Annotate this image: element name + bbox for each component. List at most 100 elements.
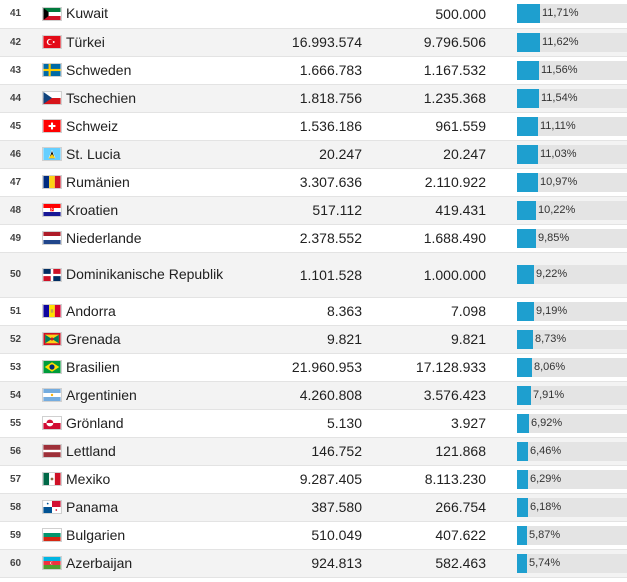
share-percent-label: 11,11%	[540, 119, 576, 132]
rank-cell: 55	[0, 409, 44, 438]
netherlands-flag-icon	[42, 231, 62, 245]
share-percent-label: 11,54%	[541, 91, 578, 104]
share-bar-track: 11,03%	[517, 144, 627, 164]
share-bar-cell: 11,11%	[486, 112, 627, 141]
rank-cell: 54	[0, 381, 44, 410]
country-cell: Brasilien	[42, 353, 248, 382]
share-percent-label: 8,73%	[535, 332, 567, 345]
share-bar-cell: 11,03%	[486, 140, 627, 169]
country-cell: Grönland	[42, 409, 248, 438]
share-bar-track: 11,11%	[517, 116, 627, 136]
second-value-cell: 17.128.933	[362, 353, 486, 382]
country-cell: Schweden	[42, 56, 248, 85]
country-name: Grenada	[66, 330, 121, 347]
share-bar-cell: 5,87%	[486, 521, 627, 550]
second-value-cell: 7.098	[362, 297, 486, 326]
country-name: Kuwait	[66, 5, 109, 22]
country-cell: Tschechien	[42, 84, 248, 113]
rank-cell: 52	[0, 325, 44, 354]
rank-cell: 59	[0, 521, 44, 550]
country-cell: Niederlande	[42, 224, 248, 253]
share-bar-fill	[517, 553, 527, 573]
share-bar-track: 11,71%	[517, 4, 627, 24]
share-bar-cell: 6,29%	[486, 465, 627, 494]
table-row: 60 Azerbaijan 924.813 582.463 5,74%	[0, 549, 627, 578]
country-cell: Argentinien	[42, 381, 248, 410]
second-value-cell: 3.576.423	[362, 381, 486, 410]
share-percent-label: 11,62%	[542, 35, 579, 48]
rank-cell: 42	[0, 28, 44, 57]
share-bar-fill	[517, 301, 534, 321]
dominican-republic-flag-icon	[42, 267, 62, 282]
table-row: 59 Bulgarien 510.049 407.622 5,87%	[0, 521, 627, 550]
share-bar-fill	[517, 32, 540, 52]
second-value-cell: 1.688.490	[362, 224, 486, 253]
share-bar-fill	[517, 200, 536, 220]
second-value-cell: 20.247	[362, 140, 486, 169]
croatia-flag-icon	[42, 203, 62, 217]
first-value-cell: 3.307.636	[248, 168, 362, 197]
greenland-flag-icon	[42, 416, 62, 430]
country-cell: Kroatien	[42, 196, 248, 225]
country-name: Tschechien	[66, 89, 137, 106]
country-name: Türkei	[66, 33, 105, 50]
country-name: Rumänien	[66, 173, 130, 190]
first-value-cell: 1.536.186	[248, 112, 362, 141]
azerbaijan-flag-icon	[42, 556, 62, 570]
share-bar-fill	[517, 265, 534, 284]
country-cell: Dominikanische Republik	[42, 252, 248, 298]
first-value-cell: 510.049	[248, 521, 362, 550]
first-value-cell: 387.580	[248, 493, 362, 522]
grenada-flag-icon	[42, 332, 62, 346]
table-row: 44 Tschechien 1.818.756 1.235.368 11,54%	[0, 84, 627, 113]
first-value-cell: 9.821	[248, 325, 362, 354]
first-value-cell: 2.378.552	[248, 224, 362, 253]
country-cell: Andorra	[42, 297, 248, 326]
table-row: 49 Niederlande 2.378.552 1.688.490 9,85%	[0, 224, 627, 253]
second-value-cell: 407.622	[362, 521, 486, 550]
first-value-cell: 20.247	[248, 140, 362, 169]
second-value-cell: 8.113.230	[362, 465, 486, 494]
rank-cell: 53	[0, 353, 44, 382]
country-cell: Türkei	[42, 28, 248, 57]
rank-cell: 51	[0, 297, 44, 326]
country-name: Panama	[66, 498, 119, 515]
share-bar-cell: 11,62%	[486, 28, 627, 57]
share-bar-cell: 11,54%	[486, 84, 627, 113]
brazil-flag-icon	[42, 360, 62, 374]
country-name: St. Lucia	[66, 145, 121, 162]
share-bar-fill	[517, 88, 539, 108]
rank-cell: 43	[0, 56, 44, 85]
second-value-cell: 266.754	[362, 493, 486, 522]
table-row: 55 Grönland 5.130 3.927 6,92%	[0, 409, 627, 438]
country-name: Schweiz	[66, 117, 119, 134]
table-row: 57 Mexiko 9.287.405 8.113.230 6,29%	[0, 465, 627, 494]
table-row: 43 Schweden 1.666.783 1.167.532 11,56%	[0, 56, 627, 85]
share-bar-track: 8,06%	[517, 357, 627, 377]
share-bar-track: 6,18%	[517, 497, 627, 517]
country-cell: Grenada	[42, 325, 248, 354]
table-row: 45 Schweiz 1.536.186 961.559 11,11%	[0, 112, 627, 141]
share-bar-track: 8,73%	[517, 329, 627, 349]
share-bar-track: 9,22%	[517, 265, 627, 284]
share-percent-label: 11,56%	[541, 63, 578, 76]
country-name: Schweden	[66, 61, 132, 78]
first-value-cell: 1.101.528	[248, 252, 362, 298]
share-bar-track: 10,22%	[517, 200, 627, 220]
second-value-cell: 582.463	[362, 549, 486, 578]
country-name: Dominikanische Republik	[66, 266, 224, 282]
share-percent-label: 6,18%	[530, 500, 562, 513]
rank-cell: 50	[0, 252, 44, 298]
share-bar-cell: 6,46%	[486, 437, 627, 466]
second-value-cell: 3.927	[362, 409, 486, 438]
first-value-cell: 924.813	[248, 549, 362, 578]
rank-cell: 57	[0, 465, 44, 494]
share-bar-cell: 9,19%	[486, 297, 627, 326]
table-row: 56 Lettland 146.752 121.868 6,46%	[0, 437, 627, 466]
share-bar-track: 5,87%	[517, 525, 627, 545]
first-value-cell: 517.112	[248, 196, 362, 225]
share-bar-track: 9,85%	[517, 228, 627, 248]
share-percent-label: 11,03%	[540, 147, 577, 160]
share-bar-fill	[517, 144, 538, 164]
